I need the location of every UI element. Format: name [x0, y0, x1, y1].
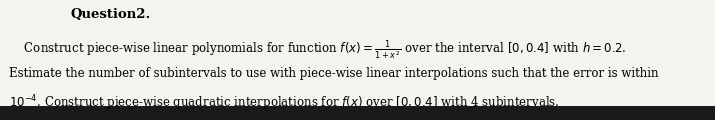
Text: Question2.: Question2. — [70, 8, 150, 21]
Text: Construct piece-wise linear polynomials for function $f(x) = \frac{1}{1+x^2}$ ov: Construct piece-wise linear polynomials … — [9, 38, 627, 62]
FancyBboxPatch shape — [0, 106, 715, 120]
Text: $10^{-4}$. Construct piece-wise quadratic interpolations for $f(x)$ over $[0, 0.: $10^{-4}$. Construct piece-wise quadrati… — [9, 94, 560, 113]
Text: Estimate the number of subintervals to use with piece-wise linear interpolations: Estimate the number of subintervals to u… — [9, 67, 659, 80]
